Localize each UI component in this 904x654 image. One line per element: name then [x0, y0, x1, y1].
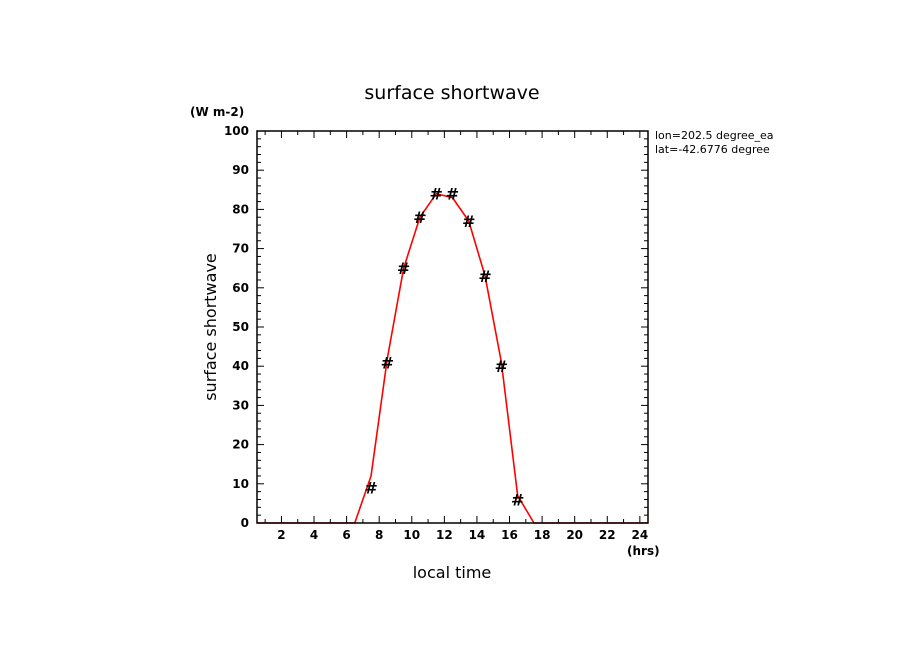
y-unit-label: (W m-2) — [190, 105, 244, 119]
annotation-lat: lat=-42.6776 degree — [655, 143, 770, 156]
data-point-marker: # — [430, 185, 443, 204]
data-point-marker: # — [446, 185, 459, 204]
x-tick-label: 6 — [342, 528, 350, 542]
plot-frame — [256, 130, 649, 524]
x-tick-label: 10 — [403, 528, 420, 542]
y-tick-label: 50 — [232, 320, 249, 334]
marker-layer: ##### ##### — [364, 185, 524, 510]
annotation-lon: lon=202.5 degree_ea — [655, 129, 774, 142]
y-tick-label: 80 — [232, 202, 249, 216]
y-axis-label: surface shortwave — [201, 253, 220, 401]
x-tick-label: 16 — [501, 528, 518, 542]
x-tick-label: 20 — [566, 528, 583, 542]
data-point-marker: # — [397, 259, 410, 278]
data-point-marker: # — [462, 212, 475, 231]
y-tick-label: 60 — [232, 281, 249, 295]
x-tick-label: 22 — [599, 528, 616, 542]
x-axis-label: local time — [413, 563, 492, 582]
y-tick-label: 0 — [241, 516, 249, 530]
y-tick-label: 40 — [232, 359, 249, 373]
x-tick-label: 12 — [436, 528, 453, 542]
y-tick-label: 20 — [232, 438, 249, 452]
x-tick-label: 14 — [469, 528, 486, 542]
data-point-marker: # — [364, 479, 377, 498]
x-tick-label: 8 — [375, 528, 383, 542]
x-tick-label: 24 — [632, 528, 649, 542]
series-layer — [257, 192, 648, 524]
y-tick-label: 70 — [232, 242, 249, 256]
data-point-marker: # — [381, 353, 394, 372]
series-line — [257, 192, 648, 524]
data-point-marker: # — [495, 357, 508, 376]
data-point-marker: # — [478, 267, 491, 286]
x-tick-label: 18 — [534, 528, 551, 542]
y-tick-label: 30 — [232, 398, 249, 412]
data-point-marker: # — [511, 490, 524, 509]
x-unit-label: (hrs) — [627, 544, 660, 558]
data-point-marker: # — [413, 208, 426, 227]
x-tick-label: 4 — [310, 528, 318, 542]
chart-title: surface shortwave — [364, 82, 539, 104]
x-tick-label: 2 — [277, 528, 285, 542]
y-tick-label: 90 — [232, 163, 249, 177]
y-tick-label: 10 — [232, 477, 249, 491]
y-tick-label: 100 — [224, 124, 249, 138]
